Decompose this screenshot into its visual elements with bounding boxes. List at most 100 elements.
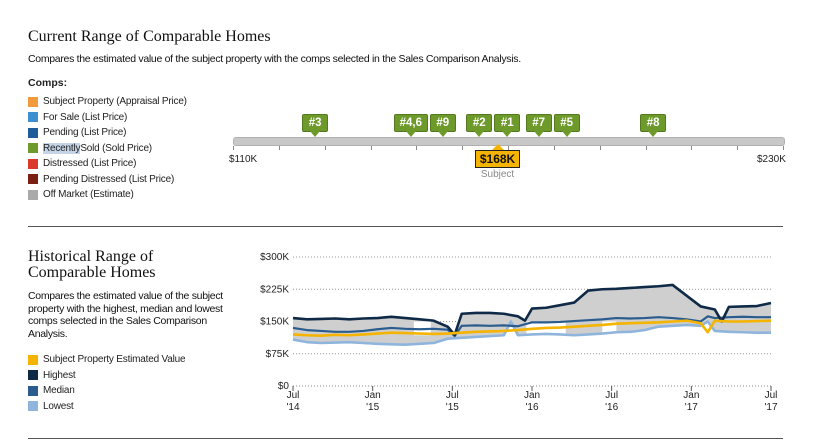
range-track [233,137,785,146]
series-line-median [292,315,771,338]
legend-label: Subject Property Estimated Value [43,354,186,366]
historical-legend-item: Lowest [28,399,185,415]
legend-label: Median [43,385,75,397]
range-tick [553,146,555,150]
legend-label: Sold (Sold Price) [80,142,152,154]
series-line-highest [292,283,772,337]
comps-legend-item: Off Market (Estimate) [28,187,187,203]
bottom-divider [28,438,783,439]
legend-label: Subject Property (Appraisal Price) [43,96,187,108]
range-tick [599,146,601,150]
comp-pin[interactable]: #1 [494,114,521,137]
historical-range-subtitle: Compares the estimated value of the subj… [28,290,223,340]
y-tick-label: $225K [260,284,289,295]
subject-pointer-icon [491,144,504,150]
x-tick-month: Jan [524,390,540,401]
x-tick-month: Jul [446,390,459,401]
x-tick-month: Jul [287,390,300,401]
historical-range-title: Historical Range of Comparable Homes [28,248,156,281]
historical-legend-item: Highest [28,368,185,384]
historical-legend-item: Subject Property Estimated Value [28,352,186,368]
x-tick-year: '17 [764,402,777,413]
comp-pin-group: #3 [302,114,330,137]
section-divider [28,226,783,227]
current-range-subtitle: Compares the estimated value of the subj… [28,53,521,65]
comp-pin[interactable]: #2 [466,114,493,137]
legend-label: Off Market (Estimate) [43,189,134,201]
x-tick-year: '15 [446,402,459,413]
range-tick [645,146,647,150]
x-tick-year: '16 [605,402,618,413]
legend-swatch [28,143,38,154]
range-tick [416,146,418,150]
legend-swatch [28,401,38,412]
range-tick [324,146,326,150]
legend-label: Pending Distressed (List Price) [43,173,175,185]
y-tick-label: $150K [260,317,289,328]
comp-pin-group: #8 [640,114,668,137]
comps-legend-item: Distressed (List Price) [28,156,187,172]
legend-swatch [28,189,38,200]
x-tick-month: Jan [683,390,699,401]
comp-pin-group: #7 #5 [525,114,582,137]
range-tick [233,146,234,150]
y-tick-label: $0 [278,381,290,392]
range-slider: $110K $230K [229,112,793,192]
comps-legend-item: For Sale (List Price) [28,110,187,126]
legend-swatch [28,127,38,138]
legend-swatch [28,354,38,365]
current-range-title: Current Range of Comparable Homes [28,28,271,45]
range-tick [278,146,280,150]
comp-pin-group: #4,6 #9 [393,114,458,137]
legend-swatch [28,370,38,381]
comp-pin[interactable]: #5 [553,114,580,137]
range-max-label: $230K [757,154,786,165]
y-tick-label: $75K [266,349,290,360]
range-area [293,284,771,345]
comps-legend-title: Comps: [28,77,68,89]
comps-legend: Subject Property (Appraisal Price) For Sa… [28,94,187,203]
series-line-subject-property-estimated-value [292,319,772,337]
legend-swatch [28,158,38,169]
legend-label: Lowest [43,400,74,412]
legend-label: Pending (List Price) [43,127,127,139]
y-tick-label: $300K [260,252,289,263]
x-tick-month: Jul [765,390,778,401]
comp-pin[interactable]: #4,6 [393,114,428,137]
range-tick [691,146,693,150]
subject-marker[interactable]: $168K Subject [474,144,521,180]
legend-swatch [28,112,38,123]
comp-pin[interactable]: #7 [525,114,552,137]
x-tick-year: '16 [525,402,538,413]
legend-label-highlighted: Recently [43,142,81,154]
subject-price-label: $168K [474,150,521,168]
range-tick [508,146,509,150]
legend-swatch [28,385,38,396]
subject-caption: Subject [480,169,515,180]
range-tick [370,146,372,150]
x-tick-month: Jul [605,390,618,401]
x-tick-month: Jan [365,390,381,401]
range-min-label: $110K [229,154,258,165]
x-tick-year: '14 [286,402,299,413]
comps-legend-item: Recently Sold (Sold Price) [28,141,187,157]
comps-legend-item: Pending (List Price) [28,125,187,141]
range-tick [737,146,739,150]
legend-swatch [28,174,38,185]
x-tick-year: '17 [685,402,698,413]
legend-label: For Sale (List Price) [43,111,128,123]
comp-pin[interactable]: #9 [429,114,456,137]
comp-pin[interactable]: #3 [302,114,329,137]
series-line-lowest [292,320,771,347]
historical-chart: $0$75K$150K$225K$300KJul'14Jan'15Jul'15J… [260,252,778,413]
historical-legend-item: Median [28,383,185,399]
legend-label: Highest [43,369,76,381]
comp-pin[interactable]: #8 [640,114,667,137]
comps-legend-item: Subject Property (Appraisal Price) [28,94,187,110]
x-tick-year: '15 [366,402,379,413]
legend-label: Distressed (List Price) [43,158,137,170]
legend-swatch [28,96,38,107]
range-tick [462,146,464,150]
historical-legend: Subject Property Estimated Value Highest M… [28,352,186,415]
comps-legend-item: Pending Distressed (List Price) [28,172,187,188]
